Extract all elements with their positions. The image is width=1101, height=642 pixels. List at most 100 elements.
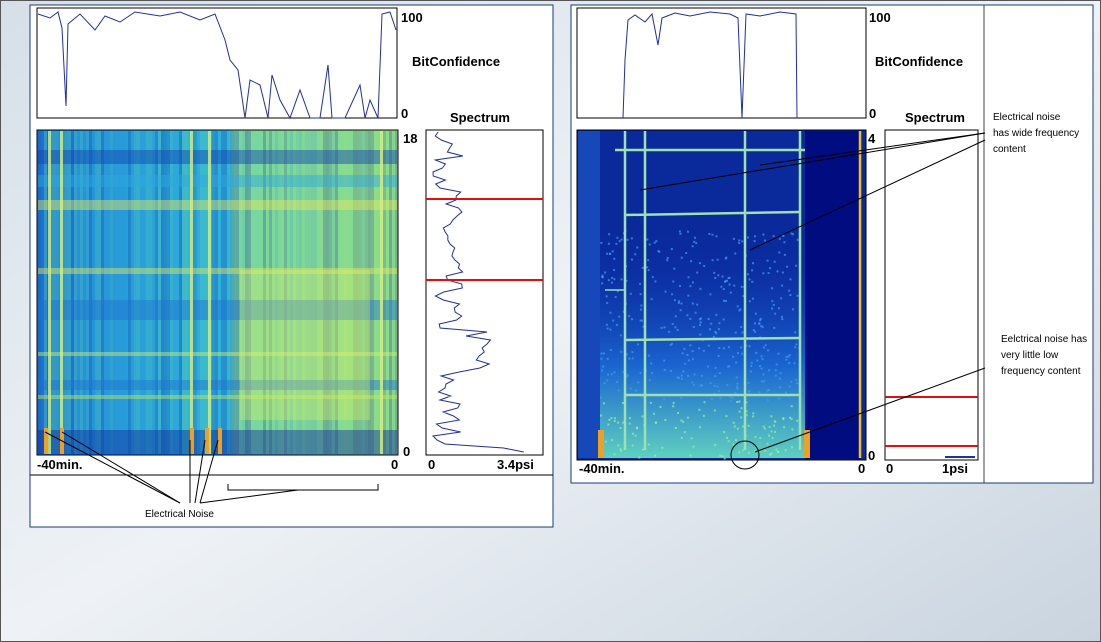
speckle — [759, 317, 762, 320]
speckle — [613, 371, 616, 374]
speckle — [713, 409, 716, 412]
bracket — [227, 484, 379, 491]
speckle — [707, 318, 710, 321]
texture — [158, 131, 161, 454]
label: 4 — [868, 131, 876, 146]
speckle — [777, 450, 780, 453]
speckle — [791, 428, 794, 431]
left-panel: 100 BitConfidence 0 Spectrum 18 0 -40min… — [29, 4, 554, 528]
speckle — [740, 416, 743, 419]
texture — [338, 131, 341, 454]
speckle — [650, 362, 653, 365]
speckle — [648, 379, 651, 382]
speckle — [711, 259, 714, 262]
speckle — [707, 365, 710, 368]
texture — [263, 131, 266, 454]
speckle — [629, 387, 632, 390]
speckle — [680, 419, 683, 422]
spike — [804, 430, 810, 458]
speckle — [639, 293, 642, 296]
speckle — [698, 262, 701, 265]
spike — [44, 428, 48, 454]
speckle — [609, 348, 612, 351]
texture — [254, 131, 257, 454]
texture — [374, 131, 377, 454]
texture — [170, 131, 173, 454]
speckle — [738, 410, 741, 413]
texture — [152, 131, 155, 454]
speckle — [678, 230, 681, 233]
speckle — [781, 234, 784, 237]
speckle — [683, 347, 686, 350]
speckle — [658, 250, 661, 253]
speckle — [638, 456, 641, 459]
speckle — [758, 322, 761, 325]
speckle — [732, 355, 735, 358]
label: 0 — [868, 448, 875, 463]
speckle — [771, 287, 774, 290]
speckle — [728, 276, 731, 279]
speckle — [714, 277, 717, 280]
speckle — [600, 241, 603, 244]
texture — [98, 131, 101, 454]
speckle — [777, 307, 780, 310]
speckle — [613, 269, 616, 272]
speckle — [699, 333, 702, 336]
speckle — [615, 323, 618, 326]
speckle — [728, 283, 731, 286]
texture — [215, 131, 218, 454]
speckle — [796, 238, 799, 241]
spectrum-line — [431, 131, 524, 453]
speckle — [609, 328, 612, 331]
speckle — [782, 418, 785, 421]
speckle — [618, 240, 621, 243]
speckle — [752, 415, 755, 418]
speckle — [784, 449, 787, 452]
speckle — [729, 399, 732, 402]
speckle — [766, 399, 769, 402]
speckle — [616, 380, 619, 383]
speckle — [611, 250, 614, 253]
texture — [113, 131, 116, 454]
spike — [205, 428, 209, 454]
speckle — [745, 344, 748, 347]
speckle — [726, 384, 729, 387]
speckle — [738, 239, 741, 242]
speckle — [736, 401, 739, 404]
pointers — [44, 431, 299, 504]
speckle — [740, 407, 743, 410]
speckle — [692, 445, 695, 448]
label: 0 — [858, 461, 865, 476]
speckle — [619, 427, 622, 430]
speckle — [748, 345, 751, 348]
speckle — [628, 417, 631, 420]
speckle — [753, 240, 756, 243]
speckle — [750, 364, 753, 367]
speckle — [713, 271, 716, 274]
speckle — [636, 246, 639, 249]
texture — [260, 131, 263, 454]
speckle — [762, 425, 765, 428]
annotation: Electrical Noise — [145, 509, 214, 520]
speckle — [606, 327, 609, 330]
speckle — [727, 440, 730, 443]
speckle — [613, 417, 616, 420]
speckle — [767, 272, 770, 275]
label: 3.4psi — [497, 457, 534, 472]
texture — [356, 131, 359, 454]
speckle — [792, 308, 795, 311]
speckle — [642, 325, 645, 328]
speckle — [687, 276, 690, 279]
speckle — [736, 382, 739, 385]
texture — [179, 131, 182, 454]
texture — [131, 131, 134, 454]
speckle — [766, 389, 769, 392]
speckle — [614, 296, 617, 299]
speckle — [736, 427, 739, 430]
speckle — [647, 269, 650, 272]
speckle — [718, 390, 721, 393]
speckle — [751, 297, 754, 300]
speckle — [793, 362, 796, 365]
label: Spectrum — [905, 110, 965, 125]
speckle — [771, 436, 774, 439]
